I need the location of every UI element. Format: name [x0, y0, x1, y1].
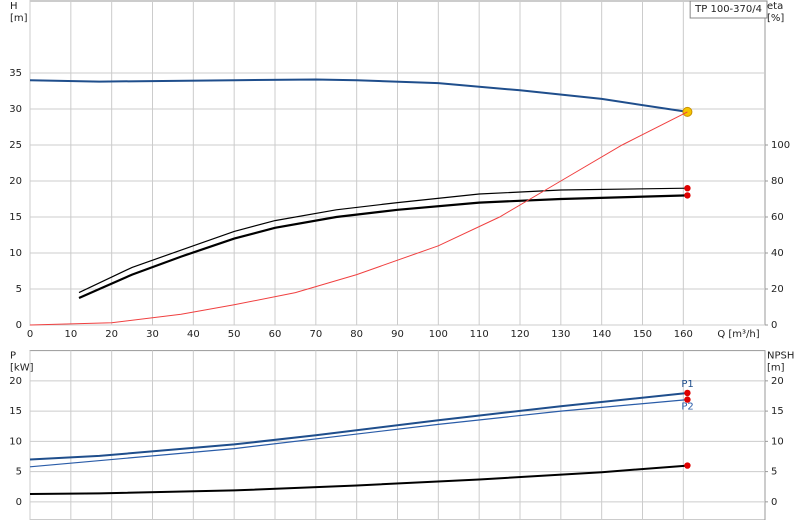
y-tick-label: 35 [9, 68, 22, 79]
x-tick-label: 140 [592, 329, 611, 340]
y-axis-label: [m] [10, 13, 28, 24]
x-tick-label: 20 [105, 329, 118, 340]
y2-tick-label: 20 [771, 376, 784, 387]
x-tick-label: 70 [309, 329, 322, 340]
y-axis-label: [kW] [10, 363, 34, 374]
x-tick-label: 60 [269, 329, 282, 340]
series-line [29, 399, 688, 468]
y-tick-label: 5 [16, 467, 22, 478]
x-tick-label: 150 [633, 329, 652, 340]
end-point [684, 192, 691, 199]
y-axis-label: H [10, 1, 18, 12]
y2-tick-label: 5 [771, 467, 777, 478]
y2-tick-label: 20 [771, 284, 784, 295]
x-axis-label: Q [m³/h] [717, 329, 759, 340]
x-tick-label: 80 [350, 329, 363, 340]
y-tick-label: 25 [9, 140, 22, 151]
x-tick-label: 110 [470, 329, 489, 340]
y-tick-label: 10 [9, 248, 22, 259]
title-box [689, 0, 768, 19]
series-label: P2 [681, 402, 693, 413]
end-point [684, 462, 691, 469]
y-axis-label: P [10, 351, 16, 362]
series-line [78, 194, 688, 300]
series-label: P1 [681, 379, 693, 390]
x-tick-label: 30 [146, 329, 159, 340]
y-tick-label: 15 [9, 212, 22, 223]
x-tick-label: 130 [551, 329, 570, 340]
y2-tick-label: 0 [771, 320, 777, 331]
y2-axis-label: [%] [767, 13, 784, 24]
end-point [682, 106, 693, 117]
x-tick-label: 160 [674, 329, 693, 340]
y-tick-label: 10 [9, 436, 22, 447]
y2-tick-label: 100 [771, 140, 790, 151]
y2-tick-label: 10 [771, 436, 784, 447]
y2-tick-label: 80 [771, 176, 784, 187]
y-tick-label: 30 [9, 104, 22, 115]
x-tick-label: 50 [228, 329, 241, 340]
end-point [684, 185, 691, 192]
y-tick-label: 0 [16, 497, 22, 508]
end-point [684, 389, 691, 397]
title: TP 100-370/4 [694, 4, 762, 15]
y2-axis-label: [m] [767, 363, 785, 374]
y2-axis-label: NPSH [767, 351, 794, 362]
y-tick-label: 5 [16, 284, 22, 295]
y2-axis-label: eta [767, 1, 783, 12]
y-tick-label: 15 [9, 406, 22, 417]
y-tick-label: 0 [16, 320, 22, 331]
y2-tick-label: 0 [771, 497, 777, 508]
end-point [684, 396, 691, 403]
y2-tick-label: 60 [771, 212, 784, 223]
y-tick-label: 20 [9, 376, 22, 387]
series-line [29, 464, 688, 495]
y-tick-label: 20 [9, 176, 22, 187]
x-tick-label: 90 [391, 329, 404, 340]
y2-tick-label: 15 [771, 406, 784, 417]
y2-tick-label: 40 [771, 248, 784, 259]
series-line [78, 187, 688, 294]
series-line [29, 392, 688, 461]
series-line [29, 78, 688, 113]
x-tick-label: 0 [27, 329, 33, 340]
x-tick-label: 40 [187, 329, 200, 340]
x-tick-label: 120 [510, 329, 529, 340]
series-line [29, 111, 688, 326]
x-tick-label: 100 [429, 329, 448, 340]
x-tick-label: 10 [64, 329, 77, 340]
